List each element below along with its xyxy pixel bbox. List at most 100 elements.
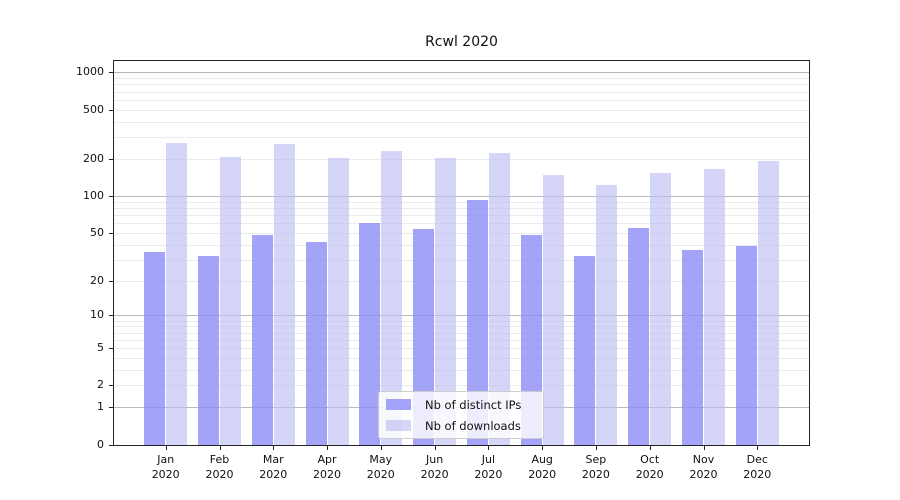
x-tick-mark (542, 446, 544, 450)
bar-distinct-ips-mar (251, 234, 273, 446)
x-tick-label-line: 2020 (420, 468, 449, 481)
y-tick-mark (109, 158, 113, 160)
bar-downloads-oct (650, 172, 672, 446)
minor-gridline (113, 201, 810, 203)
y-tick-label: 0 (97, 437, 104, 451)
x-tick-mark (488, 446, 490, 450)
chart-title: Rcwl 2020 (425, 34, 498, 50)
bar-downloads-feb (220, 157, 241, 446)
y-tick-mark (109, 348, 113, 349)
major-gridline (113, 72, 810, 74)
y-tick-label: 1000 (76, 65, 104, 79)
x-tick-label-line: 2020 (313, 468, 341, 481)
y-tick-label: 10 (90, 308, 104, 322)
bar-distinct-ips-jan (144, 251, 166, 446)
x-tick-label-line: 2020 (474, 468, 503, 481)
y-tick-mark (109, 196, 113, 197)
y-tick-label: 5 (97, 341, 104, 354)
bar-distinct-ips-oct (628, 227, 650, 446)
x-tick-mark (380, 446, 382, 450)
bar-downloads-sep (596, 184, 618, 446)
minor-gridline (113, 244, 810, 246)
y-tick-mark (109, 385, 113, 387)
y-tick-mark (109, 407, 113, 409)
x-tick-label-line: 2020 (689, 468, 718, 481)
y-tick-mark (109, 315, 113, 317)
x-tick-label-line: 2020 (528, 468, 557, 481)
x-tick-label-line: Oct (640, 453, 660, 466)
y-tick-label: 200 (83, 151, 104, 165)
x-tick-label-line: 2020 (366, 468, 395, 481)
legend-swatch-distinct-ips-icon (386, 399, 411, 410)
bar-downloads-jul (488, 153, 510, 446)
legend-label-distinct-ips: Nb of distinct IPs (425, 397, 522, 412)
x-tick-label-line: Aug (531, 453, 553, 466)
minor-gridline (113, 259, 810, 261)
minor-gridline (113, 207, 810, 209)
legend-label-downloads: Nb of downloads (425, 418, 521, 433)
x-tick-label-line: Nov (692, 453, 715, 466)
y-tick-mark (109, 444, 113, 446)
x-tick-label-nov: Nov 2020 (677, 452, 731, 482)
x-tick-label-aug: Aug 2020 (515, 452, 569, 482)
bar-downloads-may (381, 151, 403, 446)
x-tick-label-jun: Jun 2020 (408, 452, 462, 482)
x-tick-mark (649, 446, 651, 450)
x-tick-label-oct: Oct 2020 (623, 452, 677, 482)
bar-downloads-apr (327, 157, 349, 446)
y-tick-mark (109, 72, 113, 74)
x-tick-label-line: 2020 (581, 468, 610, 481)
y-tick-mark (109, 232, 113, 234)
x-tick-label-line: Dec (746, 453, 768, 466)
minor-gridline (113, 121, 810, 123)
y-tick-label: 2 (97, 378, 104, 392)
minor-gridline (113, 326, 810, 328)
minor-gridline (113, 214, 810, 216)
minor-gridline (113, 385, 810, 387)
bar-downloads-nov (704, 168, 725, 446)
bar-distinct-ips-sep (574, 256, 596, 446)
minor-gridline (113, 357, 810, 359)
major-gridline (113, 196, 810, 197)
x-tick-label-apr: Apr 2020 (300, 452, 354, 482)
minor-gridline (113, 232, 810, 234)
x-tick-mark (165, 446, 167, 450)
x-tick-mark (219, 446, 221, 450)
y-tick-label: 1 (97, 400, 104, 414)
bar-distinct-ips-jul (466, 199, 488, 446)
legend: Nb of distinct IPs Nb of downloads (378, 391, 544, 439)
x-tick-mark (273, 446, 275, 450)
bar-distinct-ips-may (359, 223, 381, 446)
bar-distinct-ips-nov (682, 250, 703, 446)
minor-gridline (113, 137, 810, 139)
minor-gridline (113, 99, 810, 101)
x-tick-label-line: Jul (481, 453, 496, 466)
x-tick-label-line: Feb (209, 453, 230, 466)
minor-gridline (113, 223, 810, 225)
x-tick-mark (327, 446, 328, 450)
minor-gridline (113, 339, 810, 341)
x-tick-label-line: 2020 (151, 468, 180, 481)
x-tick-label-line: 2020 (259, 468, 288, 481)
x-tick-label-may: May 2020 (354, 452, 408, 482)
bar-downloads-dec (757, 161, 779, 446)
x-tick-label-line: Apr (317, 453, 337, 466)
x-tick-label-line: 2020 (205, 468, 234, 481)
bar-downloads-mar (273, 144, 295, 446)
x-tick-label-line: Jan (157, 453, 175, 466)
minor-gridline (113, 158, 810, 160)
bar-distinct-ips-apr (305, 241, 327, 446)
x-tick-label-sep: Sep 2020 (569, 452, 623, 482)
minor-gridline (113, 332, 810, 334)
minor-gridline (113, 84, 810, 86)
y-tick-label: 100 (83, 189, 104, 202)
x-tick-label-mar: Mar 2020 (246, 452, 300, 482)
minor-gridline (113, 109, 810, 111)
y-tick-label: 500 (83, 102, 104, 116)
minor-gridline (113, 369, 810, 371)
x-tick-label-dec: Dec 2020 (730, 452, 784, 482)
bar-downloads-aug (542, 175, 564, 446)
minor-gridline (113, 78, 810, 80)
y-tick-mark (109, 280, 113, 282)
